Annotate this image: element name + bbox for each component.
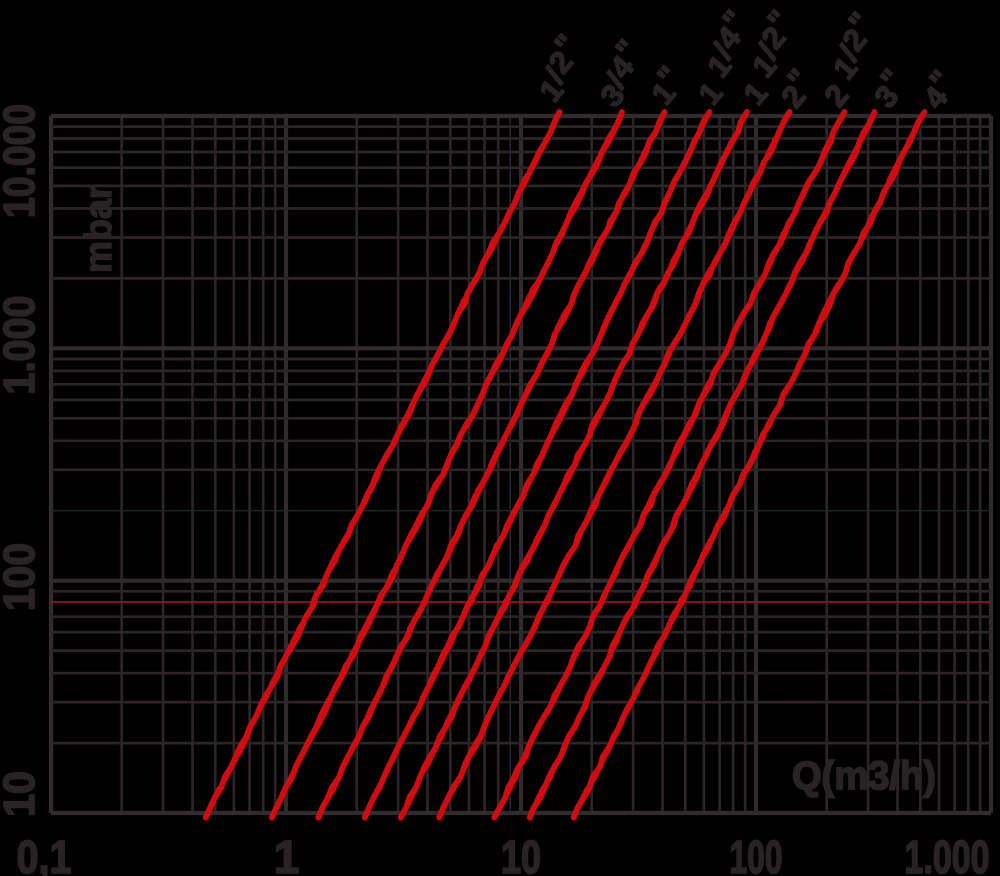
svg-text:10.000: 10.000: [0, 104, 44, 218]
svg-text:1.000: 1.000: [0, 296, 44, 395]
svg-text:0,1: 0,1: [17, 831, 72, 876]
svg-text:10: 10: [0, 771, 44, 817]
svg-text:mbar: mbar: [78, 185, 120, 273]
svg-text:10: 10: [501, 831, 541, 876]
svg-text:1.000: 1.000: [905, 831, 990, 876]
svg-text:100: 100: [0, 543, 44, 611]
svg-text:1: 1: [274, 831, 300, 876]
svg-text:Q(m3/h): Q(m3/h): [792, 754, 936, 798]
svg-text:100: 100: [730, 831, 783, 876]
